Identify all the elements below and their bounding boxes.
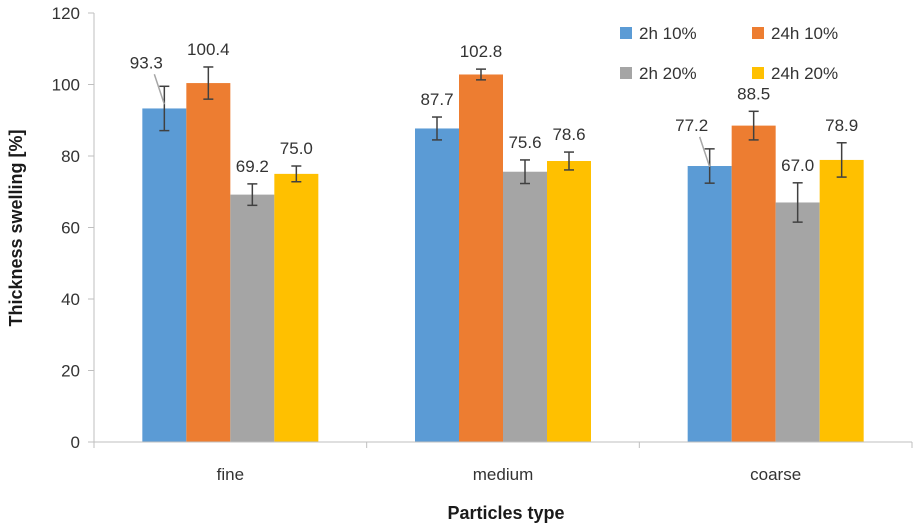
legend-label: 24h 10% <box>771 24 838 43</box>
x-tick-label: fine <box>217 465 244 484</box>
bar <box>819 159 864 442</box>
leader-line <box>698 136 711 168</box>
bar <box>230 194 275 442</box>
bar <box>415 128 459 442</box>
data-labels: 93.3 87.7 77.2 100.4 102.8 88.5 69.2 75.6 67.0 75… <box>130 40 858 176</box>
bar <box>186 83 231 442</box>
bar <box>547 161 591 442</box>
x-tick-label: medium <box>473 465 533 484</box>
data-label: 69.2 <box>236 157 269 176</box>
bar <box>274 173 319 442</box>
leader-line <box>153 74 166 105</box>
data-label: 88.5 <box>737 84 770 103</box>
bar <box>459 74 503 443</box>
data-label: 78.6 <box>552 125 585 144</box>
data-label: 100.4 <box>187 40 230 59</box>
data-label: 75.0 <box>280 139 313 158</box>
data-label: 75.6 <box>508 133 541 152</box>
legend-label: 2h 10% <box>639 24 697 43</box>
label-leader-lines <box>153 74 711 168</box>
legend-swatch <box>620 27 632 39</box>
x-axis-title: Particles type <box>447 503 564 523</box>
y-tick-label: 0 <box>71 433 80 452</box>
data-label: 102.8 <box>460 42 503 61</box>
y-tick-label: 40 <box>61 290 80 309</box>
legend-label: 24h 20% <box>771 64 838 83</box>
legend-swatch <box>752 67 764 79</box>
y-tick-label: 20 <box>61 362 80 381</box>
x-tick-label: coarse <box>750 465 801 484</box>
data-label: 78.9 <box>825 116 858 135</box>
data-label: 67.0 <box>781 156 814 175</box>
data-label: 87.7 <box>420 90 453 109</box>
legend: 2h 10% 24h 10% 2h 20% 24h 20% <box>620 24 838 83</box>
data-label: 77.2 <box>675 116 708 135</box>
bar <box>775 202 820 442</box>
legend-swatch <box>752 27 764 39</box>
y-tick-label: 60 <box>61 219 80 238</box>
bar <box>687 166 732 442</box>
y-tick-label: 100 <box>52 76 80 95</box>
bar <box>731 125 776 443</box>
y-tick-label: 120 <box>52 4 80 23</box>
y-axis-ticks: 0 20 40 60 80 100 120 <box>52 4 94 452</box>
x-axis-ticks: fine medium coarse <box>93 442 913 484</box>
legend-label: 2h 20% <box>639 64 697 83</box>
data-label: 93.3 <box>130 53 163 72</box>
y-axis-title: Thickness swelling [%] <box>6 129 26 326</box>
y-tick-label: 80 <box>61 147 80 166</box>
bar <box>503 171 547 443</box>
bar <box>142 108 187 442</box>
bars <box>142 74 864 443</box>
legend-swatch <box>620 67 632 79</box>
